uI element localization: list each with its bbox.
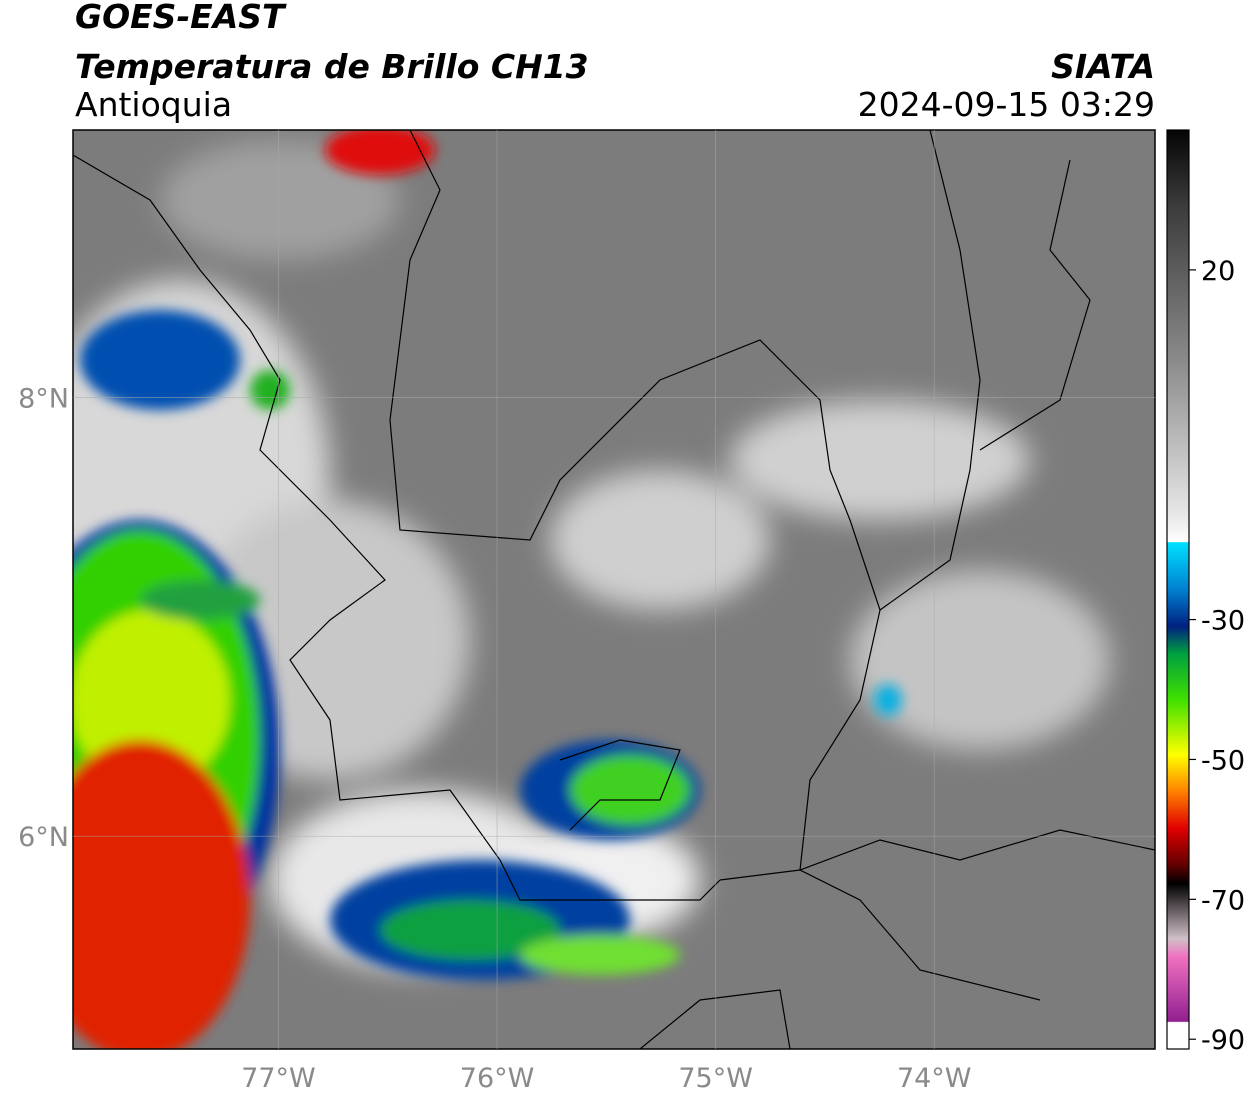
title: GOES-EAST <box>75 0 287 36</box>
lat-tick-label: 6°N <box>18 822 69 853</box>
lon-tick-label: 75°W <box>678 1063 753 1094</box>
lat-tick-label: 8°N <box>18 384 69 415</box>
colorbar-tick-label: -70 <box>1201 885 1245 916</box>
colorbar-tick-label: -30 <box>1201 606 1245 637</box>
colorbar-tick-label: -90 <box>1201 1025 1245 1056</box>
source: SIATA <box>1051 47 1155 86</box>
subtitle: Temperatura de Brillo CH13 <box>75 47 589 86</box>
satellite-image <box>73 130 1155 1049</box>
lon-tick-label: 74°W <box>897 1063 972 1094</box>
colorbar-tick-label: -50 <box>1201 745 1245 776</box>
region: Antioquia <box>75 85 232 124</box>
lon-tick-label: 77°W <box>241 1063 316 1094</box>
colorbar <box>1166 129 1190 1050</box>
lon-tick-label: 76°W <box>460 1063 535 1094</box>
colorbar-tick-label: 20 <box>1201 256 1235 287</box>
map-frame <box>72 129 1156 1050</box>
timestamp: 2024-09-15 03:29 <box>858 85 1155 124</box>
